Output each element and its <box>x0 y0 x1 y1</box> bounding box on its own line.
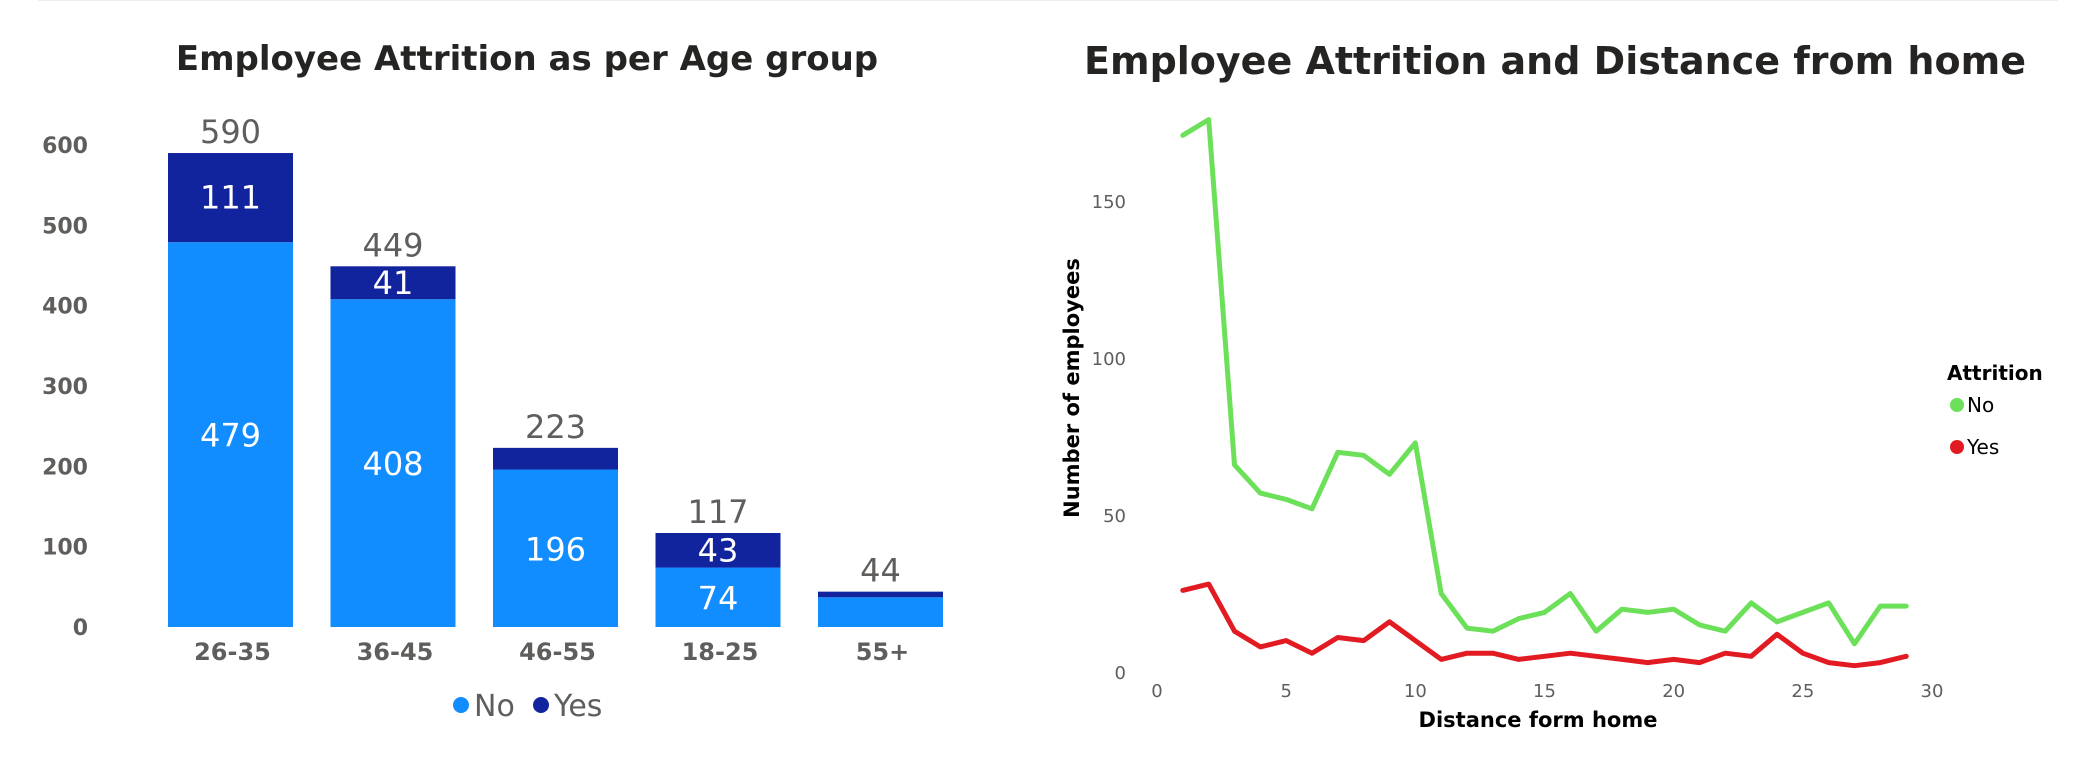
y-tick-label: 0 <box>1115 663 1126 684</box>
bar-segment-yes[interactable] <box>818 591 943 598</box>
legend-yes-label[interactable]: Yes <box>553 689 602 724</box>
y-tick-label: 600 <box>42 134 88 159</box>
legend-yes-swatch <box>533 697 549 713</box>
top-divider <box>38 0 2058 1</box>
y-tick-label: 50 <box>1103 506 1126 527</box>
data-label-no: 479 <box>200 417 261 455</box>
data-label-total: 449 <box>362 226 423 264</box>
bar-segment-yes[interactable] <box>330 266 456 300</box>
x-tick-label: 46-55 <box>519 638 596 666</box>
x-tick-label: 15 <box>1533 681 1556 702</box>
x-tick-label: 36-45 <box>357 638 434 666</box>
age-group-bar-chart: Employee Attrition as per Age group 0 100… <box>42 39 943 724</box>
bar-segment-no[interactable] <box>655 567 781 627</box>
legend-yes-label[interactable]: Yes <box>1966 435 1999 459</box>
legend-title: Attrition <box>1947 361 2043 385</box>
bar-segment-yes[interactable] <box>655 533 781 568</box>
data-label-no: 408 <box>362 445 423 483</box>
y-tick-label: 100 <box>42 536 88 561</box>
series-line-no[interactable] <box>1180 117 1909 647</box>
x-tick-label: 30 <box>1921 681 1944 702</box>
data-label-yes: 111 <box>200 179 261 217</box>
y-tick-label: 300 <box>42 375 88 400</box>
x-tick-label: 5 <box>1280 681 1291 702</box>
data-label-yes: 43 <box>698 531 739 569</box>
x-tick-label: 26-35 <box>194 638 271 666</box>
chart-title: Employee Attrition and Distance from hom… <box>1084 39 2026 83</box>
data-label-total: 223 <box>525 408 586 446</box>
y-tick-label: 500 <box>42 214 88 239</box>
y-tick-label: 200 <box>42 455 88 480</box>
legend-no-label[interactable]: No <box>1967 393 1994 417</box>
bar-segment-no[interactable] <box>493 469 618 627</box>
series-line-yes[interactable] <box>1180 581 1909 669</box>
legend-no-swatch <box>1950 398 1964 412</box>
x-tick-label: 25 <box>1791 681 1814 702</box>
legend-no-label[interactable]: No <box>474 689 515 724</box>
chart-title: Employee Attrition as per Age group <box>176 39 878 79</box>
data-label-total: 117 <box>687 493 748 531</box>
x-axis-title: Distance form home <box>1419 708 1658 732</box>
data-label-yes: 41 <box>373 264 414 302</box>
y-axis-title: Number of employees <box>1060 258 1084 518</box>
legend-no-swatch <box>453 697 469 713</box>
y-tick-label: 0 <box>73 616 88 641</box>
bar-segment-no[interactable] <box>168 242 293 627</box>
bar-segment-yes[interactable] <box>493 447 618 470</box>
bar-segment-yes[interactable] <box>168 153 293 243</box>
x-tick-label: 20 <box>1662 681 1685 702</box>
data-label-no: 74 <box>698 579 739 617</box>
x-tick-label: 18-25 <box>682 638 759 666</box>
bar-segment-no[interactable] <box>818 597 943 627</box>
y-tick-label: 400 <box>42 295 88 320</box>
legend-yes-swatch <box>1950 440 1964 454</box>
data-label-total: 590 <box>200 113 261 151</box>
y-tick-label: 150 <box>1092 192 1126 213</box>
x-tick-label: 10 <box>1404 681 1427 702</box>
x-tick-label: 55+ <box>856 638 910 666</box>
y-tick-label: 100 <box>1092 349 1126 370</box>
bar-segment-no[interactable] <box>330 299 456 627</box>
data-label-total: 44 <box>860 552 901 590</box>
x-tick-label: 0 <box>1151 681 1162 702</box>
data-label-no: 196 <box>525 530 586 568</box>
